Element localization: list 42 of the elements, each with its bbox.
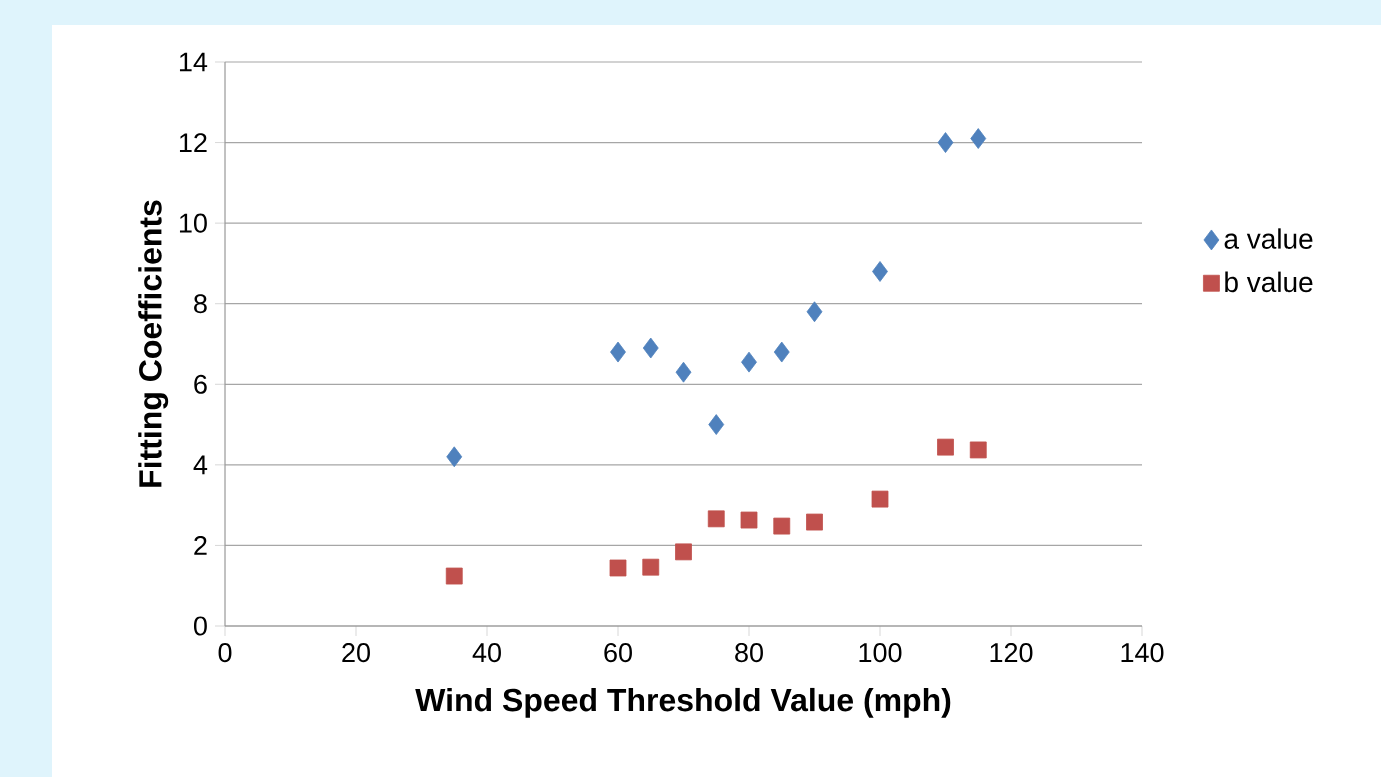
point (872, 261, 888, 282)
point (708, 414, 725, 435)
x-axis-title: Wind Speed Threshold Value (mph) (415, 687, 951, 718)
x-tick-label: 140 (1121, 643, 1164, 663)
point (445, 567, 463, 585)
x-tick-label: 80 (735, 643, 763, 663)
x-tick-label: 40 (472, 643, 501, 663)
point (446, 446, 463, 468)
y-tick-label: 0 (193, 616, 207, 636)
point (675, 543, 692, 561)
point (675, 361, 692, 383)
x-tick-label: 20 (342, 643, 370, 663)
x-tick-label: 60 (604, 643, 632, 663)
y-tick-label: 4 (193, 455, 208, 475)
point (642, 558, 660, 576)
point (969, 441, 987, 459)
y-tick-label: 10 (179, 213, 207, 233)
y-axis-title: Fitting Coefficients (138, 200, 169, 487)
point (740, 511, 758, 529)
point (871, 490, 889, 508)
y-tick-label: 12 (179, 133, 207, 152)
y-tick-label: 6 (194, 374, 207, 394)
point (773, 341, 790, 363)
point (806, 513, 823, 531)
x-tick-label: 100 (859, 643, 902, 663)
point (707, 510, 725, 528)
x-tick-label: 120 (990, 643, 1033, 663)
point (642, 337, 659, 359)
point (773, 517, 791, 535)
y-tick-label: 14 (179, 52, 208, 72)
y-tick-label: 2 (194, 536, 207, 555)
legend-label: b value (1225, 271, 1313, 293)
point (609, 559, 627, 577)
point (970, 128, 987, 149)
y-tick-label: 8 (194, 294, 207, 314)
point (937, 438, 954, 456)
legend-label: a value (1224, 228, 1313, 249)
point (806, 301, 823, 323)
point (741, 351, 757, 373)
point (937, 132, 954, 153)
point (610, 341, 626, 363)
x-tick-label: 0 (218, 643, 232, 663)
